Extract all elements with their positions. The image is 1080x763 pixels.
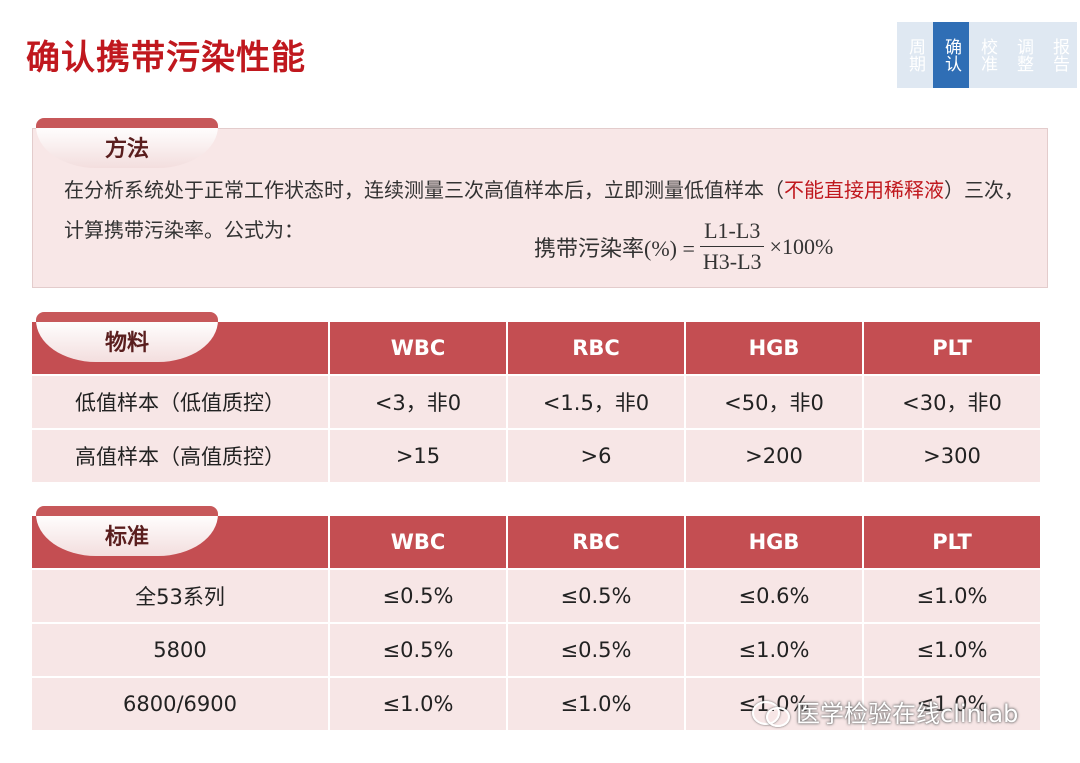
materials-col-hgb: HGB (686, 322, 864, 374)
method-text-part1: 在分析系统处于正常工作状态时，连续测量三次高值样本后，立即测量低值样本（ (64, 178, 784, 202)
section-nav: 周期 确认 校准 调整 报告 (897, 22, 1077, 88)
row-label: 低值样本（低值质控） (32, 374, 330, 428)
table-row: 高值样本（高值质控） >15 >6 >200 >300 (32, 428, 1042, 482)
method-text-part2: ）三次，计算携带污染率。公式为： (64, 178, 1024, 242)
table-cell: ≤0.5% (330, 568, 508, 622)
standards-col-plt: PLT (864, 516, 1042, 568)
table-cell: >200 (686, 428, 864, 482)
table-row: 全53系列 ≤0.5% ≤0.5% ≤0.6% ≤1.0% (32, 568, 1042, 622)
standards-col-rbc: RBC (508, 516, 686, 568)
method-warning-text: 不能直接用稀释液 (784, 178, 944, 202)
table-cell: >6 (508, 428, 686, 482)
row-label: 高值样本（高值质控） (32, 428, 330, 482)
nav-item-report[interactable]: 报告 (1041, 22, 1077, 88)
table-cell: <3，非0 (330, 374, 508, 428)
standards-col-hgb: HGB (686, 516, 864, 568)
table-row: 低值样本（低值质控） <3，非0 <1.5，非0 <50，非0 <30，非0 (32, 374, 1042, 428)
table-cell: ≤1.0% (686, 622, 864, 676)
table-cell: ≤1.0% (864, 568, 1042, 622)
table-cell: <1.5，非0 (508, 374, 686, 428)
standards-tab: 标准 (36, 506, 218, 556)
watermark-text: 医学检验在线clinlab (796, 700, 1019, 728)
table-cell: <50，非0 (686, 374, 864, 428)
materials-col-wbc: WBC (330, 322, 508, 374)
standards-table: WBC RBC HGB PLT 全53系列 ≤0.5% ≤0.5% ≤0.6% … (32, 516, 1042, 730)
table-cell: ≤1.0% (864, 676, 1042, 730)
materials-tab: 物料 (36, 312, 218, 362)
table-cell: ≤1.0% (864, 622, 1042, 676)
table-cell: ≤0.5% (508, 622, 686, 676)
wechat-icon (752, 699, 790, 727)
watermark: 医学检验在线clinlab (752, 694, 1018, 729)
nav-item-cycle[interactable]: 周期 (897, 22, 933, 88)
table-cell: ≤1.0% (330, 676, 508, 730)
formula-fraction: L1-L3 H3-L3 (699, 218, 766, 275)
table-cell: ≤0.5% (330, 622, 508, 676)
table-row: 5800 ≤0.5% ≤0.5% ≤1.0% ≤1.0% (32, 622, 1042, 676)
carryover-formula: 携带污染率(%) = L1-L3 H3-L3 ×100% (534, 218, 833, 275)
row-label: 6800/6900 (32, 676, 330, 730)
nav-item-confirm[interactable]: 确认 (933, 22, 969, 88)
page-title: 确认携带污染性能 (26, 38, 306, 78)
table-cell: <30，非0 (864, 374, 1042, 428)
row-label: 5800 (32, 622, 330, 676)
formula-lhs: 携带污染率(%) = (534, 235, 695, 261)
table-cell: >300 (864, 428, 1042, 482)
table-row: 6800/6900 ≤1.0% ≤1.0% ≤1.0% ≤1.0% (32, 676, 1042, 730)
nav-item-calibrate[interactable]: 校准 (969, 22, 1005, 88)
formula-denominator: H3-L3 (702, 249, 762, 274)
formula-numerator: L1-L3 (700, 218, 765, 247)
table-cell: ≤1.0% (508, 676, 686, 730)
nav-item-adjust[interactable]: 调整 (1005, 22, 1041, 88)
table-cell: ≤0.5% (508, 568, 686, 622)
materials-col-plt: PLT (864, 322, 1042, 374)
method-tab: 方法 (36, 118, 218, 168)
standards-col-wbc: WBC (330, 516, 508, 568)
row-label: 全53系列 (32, 568, 330, 622)
method-description: 在分析系统处于正常工作状态时，连续测量三次高值样本后，立即测量低值样本（不能直接… (64, 170, 1034, 250)
table-cell: >15 (330, 428, 508, 482)
formula-rhs: ×100% (769, 233, 834, 259)
materials-col-rbc: RBC (508, 322, 686, 374)
table-cell: ≤0.6% (686, 568, 864, 622)
